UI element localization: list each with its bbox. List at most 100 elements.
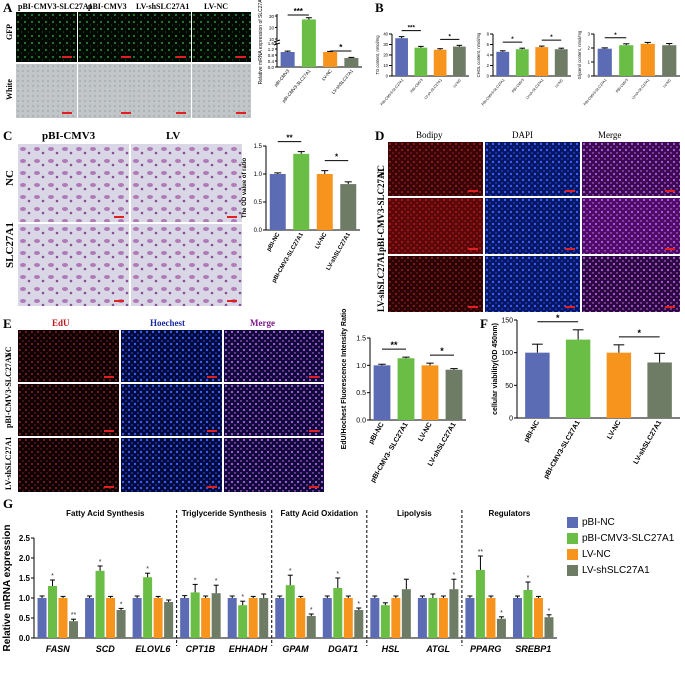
- x-tick-label: LV-sh-SLC27A1: [525, 78, 544, 100]
- bar: [486, 598, 496, 638]
- x-tick-label: SREBP1: [515, 644, 551, 654]
- bodipy-image-texture: [388, 198, 483, 254]
- x-tick-label: DGAT1: [328, 644, 358, 654]
- x-tick-label: pBI-NC: [523, 420, 541, 444]
- white-image-1: [16, 64, 77, 118]
- y-tick-label: 8: [487, 31, 490, 36]
- dapi-image-2: [485, 198, 580, 254]
- y-tick-label: 0.5: [254, 200, 263, 206]
- y-tick-label: 0.0: [268, 65, 275, 70]
- x-tick-label: PBI-CMV3-SLC27A1: [481, 78, 506, 106]
- bar: [544, 617, 554, 638]
- bar: [428, 598, 438, 638]
- x-tick-label: PPARG: [470, 644, 501, 654]
- bar: [293, 153, 310, 230]
- oil-red-image-texture: [131, 224, 242, 306]
- bar: [525, 352, 550, 418]
- y-tick-label: 2.5: [19, 534, 31, 543]
- legend-label-3: LV-NC: [582, 548, 611, 560]
- axis-break: [273, 39, 281, 43]
- panel-label-c: C: [3, 128, 13, 143]
- chart-B2: 0 2 4 6 8 CHOL content, nmol/mgPBI-CMV3-SLC27…: [476, 31, 571, 106]
- y-tick-label: 0: [588, 73, 591, 78]
- bar: [48, 586, 58, 638]
- y-axis-label: Relative mRNA expression: [2, 525, 13, 652]
- y-tick-label: 0.0: [356, 417, 366, 424]
- bar: [180, 598, 190, 638]
- x-tick-label: LV-NC: [662, 78, 672, 89]
- y-tick-label: 30: [383, 42, 388, 47]
- bar: [647, 362, 672, 418]
- chart-G: 0.0 0.5 1.0 1.5 2.0 2.5 Relative mRNA expressi…: [2, 509, 557, 654]
- x-tick-label: LV-shSLC27A1: [331, 68, 355, 95]
- chart-A: 0.00.40.81.21.610 20 30 Relative mRNA expre…: [258, 0, 362, 103]
- x-tick-label: PBI-CMV3: [615, 78, 629, 94]
- sig-label: *: [336, 571, 339, 578]
- y-axis-label: EdU/Hochest Fluorescence Intensity Ratio: [341, 309, 348, 450]
- oil-red-image-2: [131, 144, 242, 222]
- sig-label: *: [146, 566, 149, 573]
- oil-red-image-texture: [18, 224, 129, 306]
- x-tick-label: LV-NC: [452, 78, 462, 89]
- sig-label: ***: [294, 7, 304, 16]
- dapi-image-texture: [485, 142, 580, 196]
- panel-label-f: F: [480, 316, 488, 331]
- y-axis-label: Relative mRNA expression of SLC27A1: [258, 0, 264, 84]
- bar: [606, 352, 632, 418]
- bar: [475, 570, 485, 638]
- y-tick-label: 10: [269, 37, 275, 42]
- x-tick-label: pBI-CMV3: [273, 68, 290, 87]
- panel-c-header-1: pBI-CMV3: [42, 130, 96, 142]
- y-tick-label: 3: [588, 31, 591, 36]
- bar: [414, 47, 428, 76]
- edu-image-1: [18, 330, 119, 382]
- y-tick-label: 50: [505, 383, 513, 390]
- gfp-image-texture: [192, 12, 251, 62]
- hoechst-image-texture: [121, 330, 222, 382]
- gfp-image-texture: [78, 12, 136, 62]
- bar: [523, 590, 533, 638]
- sig-label: *: [614, 32, 617, 39]
- white-image-texture: [16, 64, 77, 118]
- bar: [227, 598, 237, 638]
- bar: [58, 598, 68, 638]
- y-axis-label: TG content, nmol/mg: [375, 35, 380, 75]
- bar: [395, 38, 408, 76]
- sig-label: *: [550, 34, 553, 41]
- panel-label-a: A: [3, 0, 13, 15]
- y-axis-label: cellular viability(OD 450nm): [492, 323, 499, 415]
- panel-d-header-1: Bodipy: [416, 130, 443, 140]
- e-merge-image-1: [224, 330, 324, 382]
- panel-d-header-3: Merge: [598, 130, 622, 140]
- bar: [323, 52, 338, 67]
- y-tick-label: 0.5: [356, 390, 366, 397]
- bar: [565, 339, 591, 418]
- group-title: Fatty Acid Synthesis: [66, 509, 145, 518]
- group-title: Fatty Acid Oxidation: [281, 509, 359, 518]
- y-tick-label: 150: [501, 317, 513, 324]
- x-tick-label: LV-sh-SLC27A1: [423, 78, 442, 100]
- sig-label: *: [289, 568, 292, 575]
- x-tick-label: pBI-NC: [266, 231, 282, 252]
- sig-label: *: [637, 328, 641, 338]
- bar: [465, 598, 475, 638]
- dapi-image-texture: [485, 198, 580, 254]
- sig-label: *: [310, 607, 313, 614]
- panel-e-header-2: Hoechest: [150, 318, 185, 328]
- x-tick-label: PBI-CMV3: [511, 78, 525, 94]
- y-tick-label: 6: [487, 42, 490, 47]
- e-merge-image-3: [224, 438, 324, 492]
- gfp-image-texture: [132, 12, 191, 62]
- y-tick-label: 1.0: [356, 363, 366, 370]
- bar: [132, 598, 142, 638]
- oil-red-image-3: [18, 224, 129, 306]
- sig-label: *: [339, 43, 343, 52]
- panel-a-header-2: pBI-CMV3: [88, 2, 127, 11]
- legend-swatch-3: [567, 548, 578, 560]
- legend-label-2: pBI-CMV3-SLC27A1: [582, 532, 675, 544]
- panel-label-g: G: [3, 496, 14, 511]
- sig-label: **: [478, 549, 484, 556]
- legend-swatch-4: [567, 564, 578, 576]
- bar: [391, 598, 401, 638]
